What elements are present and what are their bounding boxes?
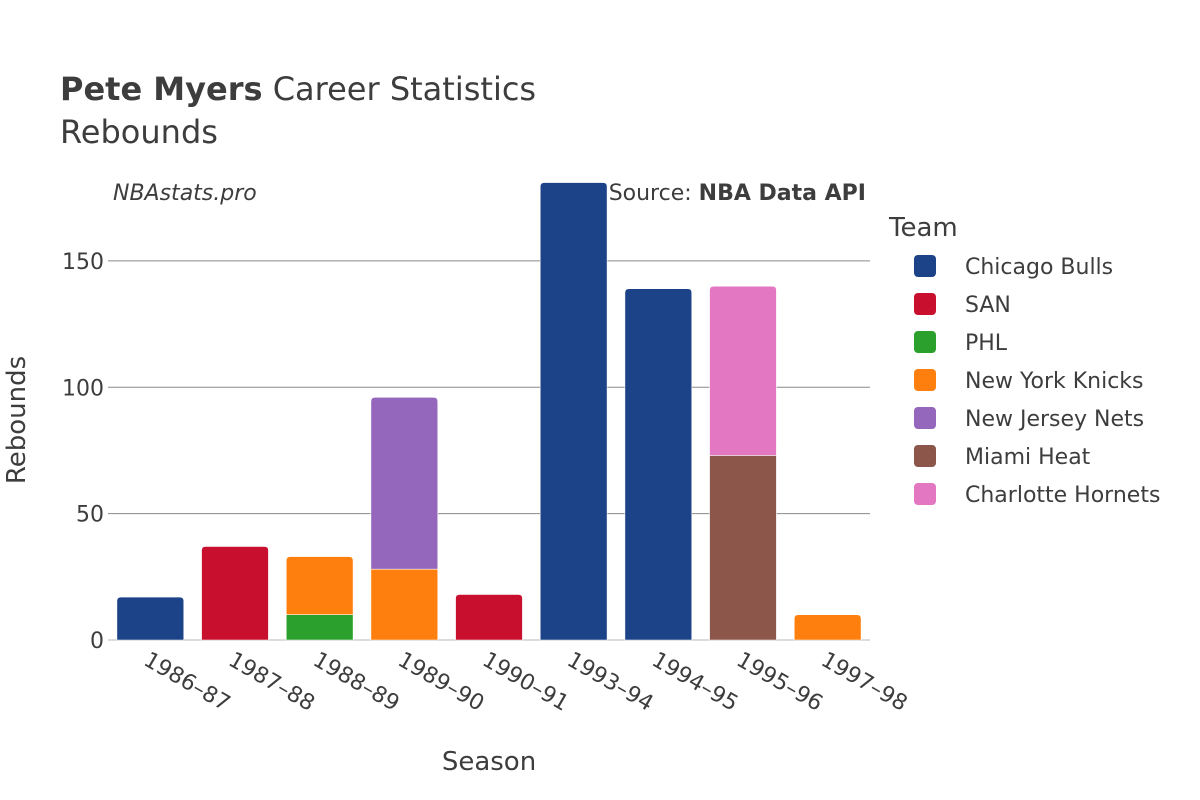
legend-label: SAN <box>965 293 1011 318</box>
legend-label: New York Knicks <box>965 369 1144 394</box>
legend-swatch <box>914 445 936 467</box>
chart-title: Pete Myers Career Statistics <box>60 70 536 108</box>
bar-new-jersey-nets-1989–90 <box>370 397 439 570</box>
y-tick-label: 100 <box>62 376 104 401</box>
watermark: NBAstats.pro <box>113 181 257 206</box>
bars <box>116 182 862 641</box>
bar-new-york-knicks-1988–89 <box>285 556 354 616</box>
chart-title-player: Pete Myers <box>60 70 263 108</box>
bar-miami-heat-1995–96 <box>709 455 777 641</box>
legend-label: PHL <box>965 331 1008 356</box>
legend-title: Team <box>888 213 958 243</box>
legend: Team Chicago Bulls SAN PHL New York Knicks N… <box>888 213 1160 508</box>
x-axis-ticks: 1986–871987–881988–891989–901990–911993–… <box>139 648 911 717</box>
x-tick-label: 1990–91 <box>478 648 573 717</box>
source-prefix: Source: <box>609 181 699 206</box>
legend-label: Chicago Bulls <box>965 255 1113 280</box>
bar-chicago-bulls-1994–95 <box>624 288 693 641</box>
bar-san-1990–91 <box>455 594 523 641</box>
source-name: NBA Data API <box>699 181 866 206</box>
y-axis-ticks: 0 50 100 150 <box>62 250 104 654</box>
x-tick-label: 1994–95 <box>647 648 742 717</box>
bar-phl-1988–89 <box>285 614 354 641</box>
x-tick-label: 1997–98 <box>817 648 912 717</box>
chart-subtitle: Rebounds <box>60 113 218 151</box>
x-tick-label: 1988–89 <box>309 648 404 717</box>
x-tick-label: 1995–96 <box>732 648 827 717</box>
y-tick-label: 0 <box>90 629 104 654</box>
bar-chicago-bulls-1986–87 <box>116 596 185 641</box>
legend-swatch <box>914 483 936 505</box>
bar-chicago-bulls-1993–94 <box>539 182 608 641</box>
y-tick-label: 150 <box>62 250 104 275</box>
x-axis-title: Season <box>442 747 536 777</box>
x-tick-label: 1987–88 <box>224 648 319 717</box>
legend-swatch <box>914 293 936 315</box>
legend-swatch <box>914 331 936 353</box>
source-credit: Source: NBA Data API <box>609 181 866 206</box>
legend-swatch <box>914 369 936 391</box>
y-tick-label: 50 <box>76 503 104 528</box>
x-tick-label: 1986–87 <box>139 648 234 717</box>
legend-label: Miami Heat <box>965 445 1091 470</box>
legend-label: Charlotte Hornets <box>965 483 1160 508</box>
legend-swatch <box>914 255 936 277</box>
bar-new-york-knicks-1989–90 <box>370 568 439 641</box>
bar-san-1987–88 <box>201 546 269 641</box>
y-axis-title: Rebounds <box>2 356 32 484</box>
x-tick-label: 1989–90 <box>393 648 488 717</box>
legend-label: New Jersey Nets <box>965 407 1144 432</box>
bar-new-york-knicks-1997–98 <box>793 614 862 641</box>
legend-swatch <box>914 407 936 429</box>
x-tick-label: 1993–94 <box>563 648 658 717</box>
chart-title-rest: Career Statistics <box>263 70 537 108</box>
bar-charlotte-hornets-1995–96 <box>709 285 777 456</box>
